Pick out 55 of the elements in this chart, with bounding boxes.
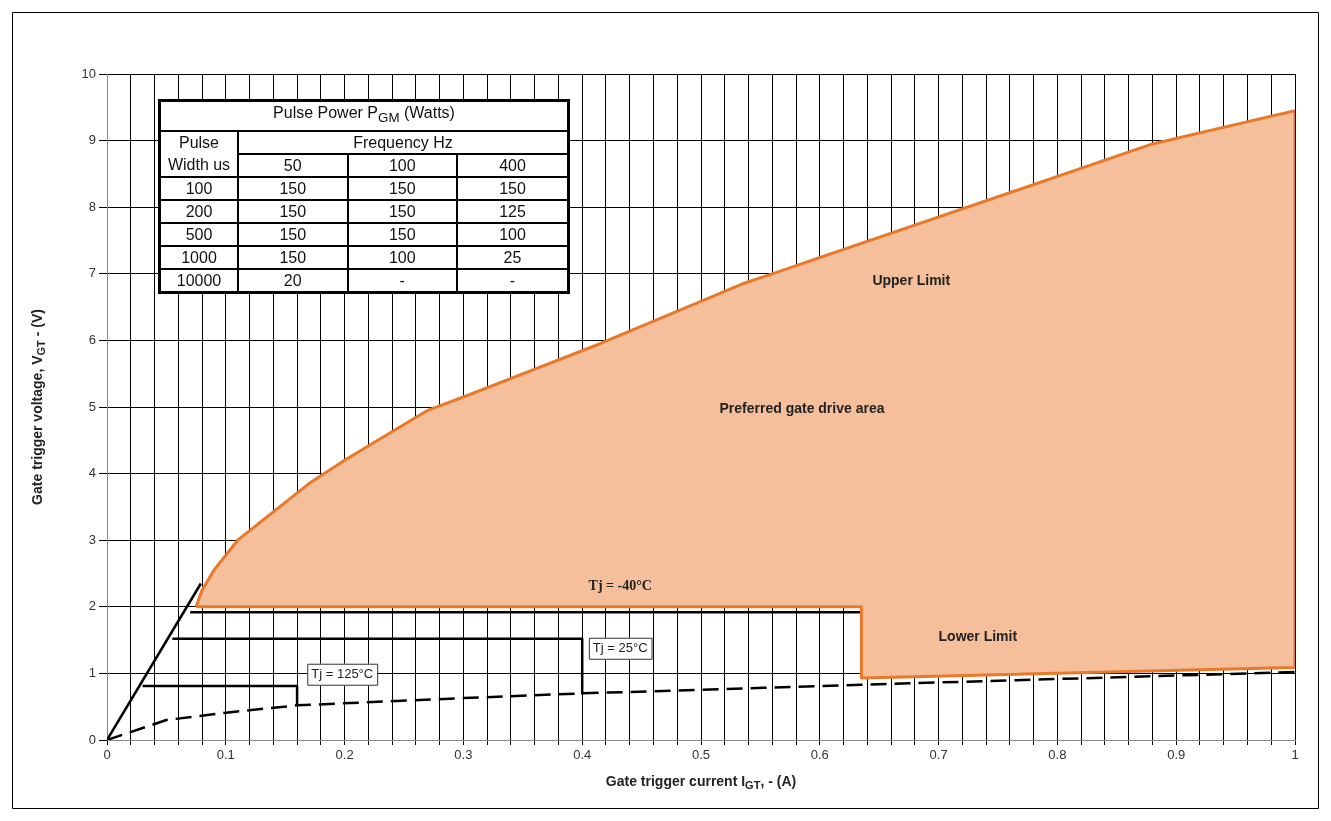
y-tick-label: 8: [88, 198, 96, 214]
x-tick-label: 0.8: [1048, 747, 1067, 763]
annotation: 10000: [159, 269, 238, 293]
y-axis-title: Gate trigger voltage, VGT - (V): [28, 309, 48, 505]
annotation: Tj = -40°C: [588, 577, 652, 593]
annotation: 100: [159, 177, 238, 200]
annotation: 150: [238, 200, 348, 223]
annotation: 125: [457, 200, 569, 223]
annotation: 1000: [159, 246, 238, 269]
y-tick-label: 5: [88, 398, 96, 414]
x-tick-label: 0.5: [691, 747, 711, 763]
annotation: 20: [238, 269, 348, 293]
y-tick-label: 3: [88, 531, 96, 547]
annotation: 200: [159, 200, 238, 223]
y-tick-label: 10: [81, 65, 96, 81]
annotation: 150: [347, 177, 458, 200]
annotation: 150: [238, 223, 348, 246]
annotation: 500: [159, 223, 238, 246]
y-tick-label: 1: [88, 664, 96, 680]
x-tick-label: 0.1: [216, 747, 235, 763]
annotation: 100: [347, 154, 458, 177]
annotation: 150: [457, 177, 569, 200]
annotation: Tj = 25°C: [592, 640, 648, 656]
annotation: -: [457, 269, 569, 293]
annotation: 100: [457, 223, 569, 246]
x-tick-label: 0: [103, 747, 111, 763]
annotation: 150: [238, 246, 348, 269]
x-tick-label: 1: [1291, 747, 1299, 763]
y-tick-label: 7: [88, 265, 96, 281]
y-tick-label: 6: [88, 331, 96, 347]
x-tick-label: 0.2: [335, 747, 354, 763]
annotation: Pulse Width us: [159, 131, 238, 177]
y-tick-label: 2: [88, 598, 96, 614]
x-tick-label: 0.7: [929, 747, 948, 763]
y-tick-label: 4: [88, 465, 96, 481]
annotation: 50: [238, 154, 348, 177]
annotation: 100: [347, 246, 458, 269]
x-tick-label: 0.4: [573, 747, 592, 763]
x-tick-label: 0.9: [1167, 747, 1186, 763]
annotation: 150: [347, 200, 458, 223]
annotation: -: [347, 269, 458, 293]
annotation: 400: [457, 154, 569, 177]
annotation: Preferred gate drive area: [719, 399, 885, 416]
annotation: Tj = 125°C: [311, 666, 374, 682]
y-tick-label: 9: [88, 132, 96, 148]
annotation: 150: [347, 223, 458, 246]
annotation: 25: [457, 246, 569, 269]
x-tick-label: 0.6: [810, 747, 829, 763]
text: Pulse Power P$_{GM}$ (Watts): [159, 100, 569, 131]
annotation: Lower Limit: [938, 627, 1018, 644]
x-tick-label: 0.3: [454, 747, 473, 763]
annotation: Frequency Hz: [238, 131, 569, 154]
annotation: Upper Limit: [872, 271, 951, 288]
annotation: 150: [238, 177, 348, 200]
y-tick-label: 0: [88, 731, 96, 747]
